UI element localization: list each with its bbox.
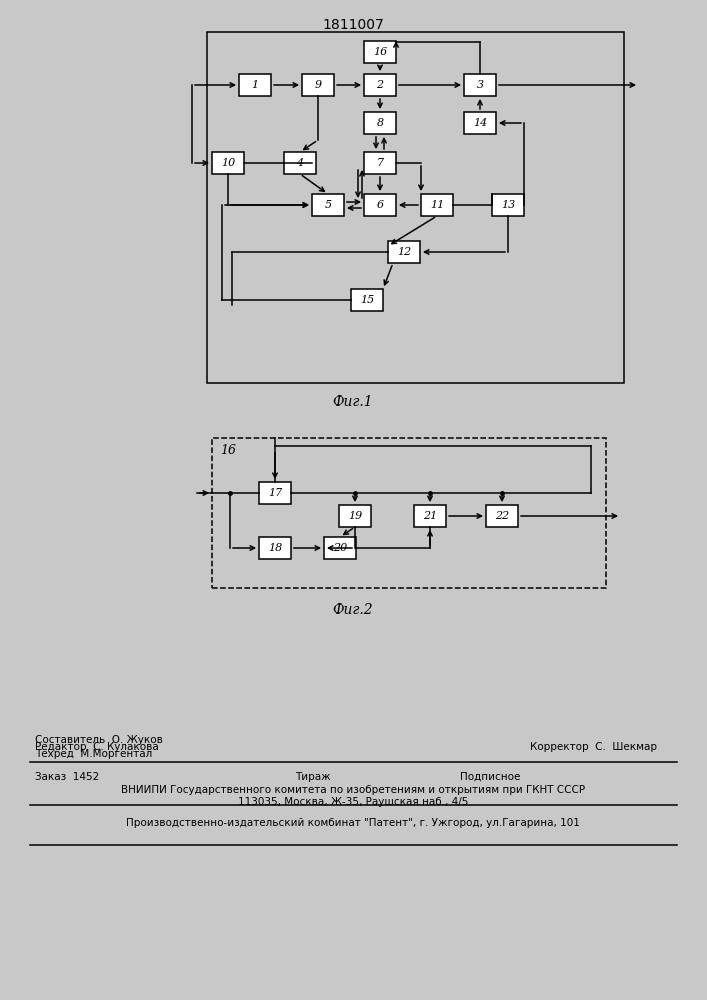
Text: 9: 9: [315, 80, 322, 90]
Text: 3: 3: [477, 80, 484, 90]
Text: Тираж: Тираж: [295, 772, 331, 782]
Text: 18: 18: [268, 543, 282, 553]
Text: 7: 7: [376, 158, 384, 168]
Bar: [464, 74, 496, 96]
Text: Фиг.2: Фиг.2: [333, 603, 373, 617]
Text: 12: 12: [397, 247, 411, 257]
Text: Техред  М.Моргентал: Техред М.Моргентал: [35, 749, 152, 759]
Text: Корректор  С.  Шекмар: Корректор С. Шекмар: [530, 742, 657, 752]
Bar: [339, 505, 371, 527]
Bar: [284, 152, 316, 174]
Bar: [414, 505, 446, 527]
Bar: [421, 194, 453, 216]
Text: Редактор  С. Кулакова: Редактор С. Кулакова: [35, 742, 159, 752]
Text: 16: 16: [220, 444, 236, 456]
Text: Заказ  1452: Заказ 1452: [35, 772, 99, 782]
Text: 2: 2: [376, 80, 384, 90]
Text: 21: 21: [423, 511, 437, 521]
Text: 22: 22: [495, 511, 509, 521]
Text: 17: 17: [268, 488, 282, 498]
Text: 10: 10: [221, 158, 235, 168]
Bar: [364, 194, 396, 216]
Bar: [207, 32, 624, 383]
Text: 16: 16: [373, 47, 387, 57]
Text: 5: 5: [325, 200, 332, 210]
Bar: [388, 241, 420, 263]
Text: 20: 20: [333, 543, 347, 553]
Bar: [324, 537, 356, 559]
Text: ВНИИПИ Государственного комитета по изобретениям и открытиям при ГКНТ СССР: ВНИИПИ Государственного комитета по изоб…: [121, 785, 585, 795]
Text: Подписное: Подписное: [460, 772, 520, 782]
Text: Фиг.1: Фиг.1: [333, 395, 373, 409]
Bar: [351, 289, 383, 311]
Text: 6: 6: [376, 200, 384, 210]
Bar: [302, 74, 334, 96]
Text: 113035, Москва, Ж-35, Раушская наб., 4/5: 113035, Москва, Ж-35, Раушская наб., 4/5: [238, 797, 468, 807]
Bar: [212, 438, 606, 588]
Text: 15: 15: [360, 295, 374, 305]
Bar: [212, 152, 244, 174]
Text: 14: 14: [473, 118, 487, 128]
Bar: [364, 112, 396, 134]
Text: Составитель  О. Жуков: Составитель О. Жуков: [35, 735, 163, 745]
Text: 11: 11: [430, 200, 444, 210]
Text: 19: 19: [348, 511, 362, 521]
Bar: [312, 194, 344, 216]
Text: Производственно-издательский комбинат "Патент", г. Ужгород, ул.Гагарина, 101: Производственно-издательский комбинат "П…: [126, 818, 580, 828]
Bar: [239, 74, 271, 96]
Bar: [486, 505, 518, 527]
Bar: [364, 74, 396, 96]
Text: 1811007: 1811007: [322, 18, 384, 32]
Text: 1: 1: [252, 80, 259, 90]
Bar: [492, 194, 524, 216]
Bar: [259, 537, 291, 559]
Bar: [464, 112, 496, 134]
Bar: [364, 41, 396, 63]
Text: 4: 4: [296, 158, 303, 168]
Text: 13: 13: [501, 200, 515, 210]
Bar: [364, 152, 396, 174]
Bar: [259, 482, 291, 504]
Text: 8: 8: [376, 118, 384, 128]
